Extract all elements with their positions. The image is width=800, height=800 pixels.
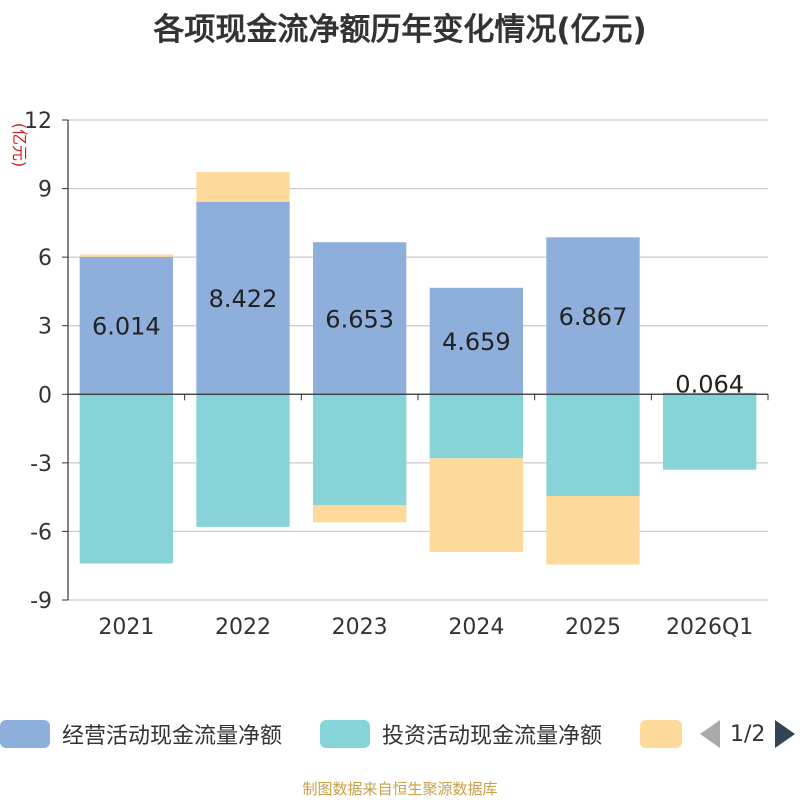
data-label: 0.064 (675, 370, 744, 398)
bar-series1-2022 (196, 394, 290, 527)
bar-series0-2025 (546, 237, 640, 395)
bar-series0-2021 (79, 256, 173, 395)
data-labels: 6.014 8.422 6.653 4.659 6.867 0.064 (92, 285, 744, 398)
bar-series1-2026Q1 (663, 394, 757, 470)
chart-title: 各项现金流净额历年变化情况(亿元) (153, 12, 647, 48)
bar-series2-2024 (429, 458, 523, 552)
x-tick-label: 2026Q1 (666, 615, 753, 640)
chart-plot: 12 9 6 3 0 -3 -6 -9 2021 2022 2023 2024 2025 2026Q1 6… (10, 109, 769, 640)
bars (79, 172, 757, 565)
bar-series0-2024 (429, 287, 523, 395)
bar-series2-2022 (196, 172, 290, 202)
bar-series2-2021 (79, 254, 173, 257)
legend-swatch-investing (320, 720, 370, 748)
data-label: 6.867 (559, 303, 628, 331)
y-tick-label: 12 (24, 109, 52, 134)
y-axis-label: (亿元) (10, 123, 29, 168)
data-label: 4.659 (442, 328, 511, 356)
x-tick-label: 2024 (448, 615, 504, 640)
bar-series0-2023 (313, 242, 407, 395)
bar-series2-2023 (313, 505, 407, 523)
x-tick-label: 2023 (332, 615, 388, 640)
data-label: 6.014 (92, 313, 161, 341)
y-tick-label: 9 (38, 178, 52, 203)
legend-item-financing[interactable] (640, 716, 694, 752)
y-tick-label: -9 (30, 589, 52, 614)
bar-series1-2021 (79, 394, 173, 564)
pager-text: 1/2 (730, 721, 766, 747)
y-tick-label: 6 (38, 246, 52, 271)
data-label: 6.653 (325, 305, 394, 333)
legend-label-investing: 投资活动现金流量净额 (382, 724, 603, 749)
bar-series0-2026Q1 (663, 392, 757, 395)
x-tick-label: 2022 (215, 615, 271, 640)
bar-series1-2023 (313, 394, 407, 506)
y-tick-label: -6 (30, 520, 52, 545)
legend-item-investing[interactable]: 投资活动现金流量净额 (320, 716, 602, 752)
x-tick-label: 2021 (98, 615, 154, 640)
legend: 经营活动现金流量净额 投资活动现金流量净额 (0, 716, 800, 752)
grid-lines (68, 119, 768, 601)
pager-next-icon[interactable] (775, 720, 796, 748)
y-tick-label: 0 (38, 383, 52, 408)
y-tick-label: 3 (38, 315, 52, 340)
bar-series1-2025 (546, 394, 640, 496)
legend-item-operating[interactable]: 经营活动现金流量净额 (0, 716, 282, 752)
axes: 12 9 6 3 0 -3 -6 -9 2021 2022 2023 2024 2025 2026Q1 (24, 109, 769, 640)
x-tick-label: 2025 (565, 615, 621, 640)
pager-prev-icon[interactable] (700, 720, 720, 748)
source-note: 制图数据来自恒生聚源数据库 (302, 780, 498, 798)
legend-pager: 1/2 (700, 716, 796, 752)
legend-swatch-financing (640, 720, 682, 748)
legend-label-operating: 经营活动现金流量净额 (62, 724, 283, 749)
bar-series0-2022 (196, 201, 290, 395)
bar-series1-2024 (429, 394, 523, 459)
legend-swatch-operating (0, 720, 50, 748)
y-tick-label: -3 (30, 452, 52, 477)
bar-series2-2025 (546, 496, 640, 565)
data-label: 8.422 (209, 285, 278, 313)
